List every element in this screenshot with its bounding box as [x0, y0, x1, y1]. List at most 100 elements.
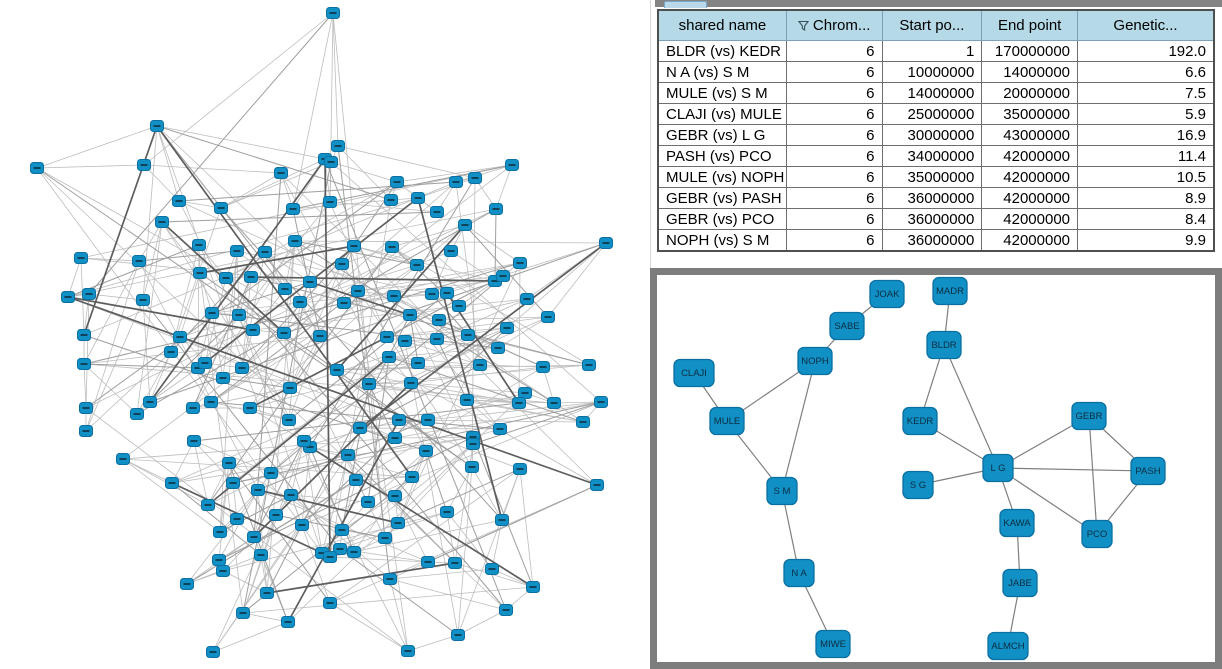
- network-node-almch[interactable]: ALMCH: [987, 631, 1029, 661]
- network-node-pco[interactable]: PCO: [1081, 519, 1113, 549]
- node-label-mark: [158, 221, 166, 223]
- table-cell[interactable]: 6: [785, 124, 883, 146]
- table-cell[interactable]: 30000000: [881, 124, 983, 146]
- network-edge[interactable]: [997, 467, 1149, 472]
- column-header-end-point[interactable]: End point: [981, 9, 1079, 41]
- table-row[interactable]: GEBR (vs) PASH 6 36000000 42000000 8.9: [657, 187, 1215, 209]
- detail-network-view[interactable]: JOAK MADR SABE BLDR NOPH CLAJI MULE KEDR GEBR L G…: [657, 275, 1215, 662]
- network-edge[interactable]: [1088, 415, 1098, 535]
- table-cell[interactable]: 6: [785, 166, 883, 188]
- table-row[interactable]: BLDR (vs) KEDR 6 1 170000000 192.0: [657, 40, 1215, 62]
- table-cell[interactable]: PASH (vs) PCO: [657, 145, 787, 167]
- edge-attribute-table[interactable]: shared name Chrom... Start po... End poi…: [657, 9, 1215, 252]
- table-cell[interactable]: GEBR (vs) L G: [657, 124, 787, 146]
- network-node-bldr[interactable]: BLDR: [926, 330, 962, 360]
- table-cell[interactable]: 8.4: [1077, 208, 1215, 230]
- table-row[interactable]: GEBR (vs) PCO 6 36000000 42000000 8.4: [657, 208, 1215, 230]
- network-node-mule[interactable]: MULE: [709, 406, 745, 436]
- table-cell[interactable]: 6: [785, 229, 883, 252]
- table-cell[interactable]: 10.5: [1077, 166, 1215, 188]
- table-cell[interactable]: 1: [881, 40, 983, 62]
- table-cell[interactable]: CLAJI (vs) MULE: [657, 103, 787, 125]
- column-header-genetic[interactable]: Genetic...: [1077, 9, 1215, 41]
- table-cell[interactable]: 42000000: [981, 166, 1079, 188]
- table-cell[interactable]: 16.9: [1077, 124, 1215, 146]
- table-cell[interactable]: 6: [785, 208, 883, 230]
- network-node-miwe[interactable]: MIWE: [815, 629, 851, 659]
- column-header-chromosome[interactable]: Chrom...: [785, 9, 883, 41]
- table-cell[interactable]: 36000000: [881, 229, 983, 252]
- table-cell[interactable]: 8.9: [1077, 187, 1215, 209]
- table-cell[interactable]: 14000000: [881, 82, 983, 104]
- table-row[interactable]: GEBR (vs) L G 6 30000000 43000000 16.9: [657, 124, 1215, 146]
- overview-network-panel[interactable]: [0, 0, 650, 669]
- network-node-jabe[interactable]: JABE: [1002, 568, 1038, 598]
- table-cell[interactable]: 14000000: [981, 61, 1079, 83]
- table-cell[interactable]: 6: [785, 82, 883, 104]
- network-node-s-g[interactable]: S G: [902, 470, 934, 500]
- table-row[interactable]: CLAJI (vs) MULE 6 25000000 35000000 5.9: [657, 103, 1215, 125]
- table-row[interactable]: N A (vs) S M 6 10000000 14000000 6.6: [657, 61, 1215, 83]
- column-header-start-position[interactable]: Start po...: [881, 9, 983, 41]
- column-header-shared-name[interactable]: shared name: [657, 9, 787, 41]
- table-cell[interactable]: 6: [785, 61, 883, 83]
- network-node-l-g[interactable]: L G: [982, 453, 1014, 483]
- table-cell[interactable]: 36000000: [881, 208, 983, 230]
- table-cell[interactable]: 43000000: [981, 124, 1079, 146]
- network-node-sabe[interactable]: SABE: [829, 311, 865, 341]
- table-cell[interactable]: 6.6: [1077, 61, 1215, 83]
- table-cell[interactable]: NOPH (vs) S M: [657, 229, 787, 252]
- table-cell[interactable]: GEBR (vs) PCO: [657, 208, 787, 230]
- table-cell[interactable]: 7.5: [1077, 82, 1215, 104]
- table-cell[interactable]: 35000000: [981, 103, 1079, 125]
- network-node-claji[interactable]: CLAJI: [673, 358, 715, 388]
- table-cell[interactable]: 36000000: [881, 187, 983, 209]
- table-cell[interactable]: MULE (vs) NOPH: [657, 166, 787, 188]
- network-node-s-m[interactable]: S M: [766, 476, 798, 506]
- table-cell[interactable]: 5.9: [1077, 103, 1215, 125]
- table-row[interactable]: NOPH (vs) S M 6 36000000 42000000 9.9: [657, 229, 1215, 252]
- network-edge[interactable]: [943, 344, 999, 469]
- network-node-madr[interactable]: MADR: [932, 276, 968, 306]
- table-row[interactable]: MULE (vs) S M 6 14000000 20000000 7.5: [657, 82, 1215, 104]
- table-cell[interactable]: 34000000: [881, 145, 983, 167]
- table-cell[interactable]: 20000000: [981, 82, 1079, 104]
- filter-funnel-icon[interactable]: [797, 18, 809, 35]
- table-cell[interactable]: 42000000: [981, 145, 1079, 167]
- table-cell[interactable]: 6: [785, 145, 883, 167]
- table-cell[interactable]: 6: [785, 187, 883, 209]
- table-cell[interactable]: 170000000: [981, 40, 1079, 62]
- table-cell[interactable]: 6: [785, 40, 883, 62]
- network-node-gebr[interactable]: GEBR: [1071, 401, 1107, 431]
- table-cell[interactable]: 42000000: [981, 187, 1079, 209]
- overview-network-canvas[interactable]: [0, 0, 650, 669]
- network-node-kedr[interactable]: KEDR: [902, 406, 938, 436]
- table-cell[interactable]: 9.9: [1077, 229, 1215, 252]
- network-edge: [242, 612, 289, 623]
- table-cell[interactable]: MULE (vs) S M: [657, 82, 787, 104]
- table-cell[interactable]: N A (vs) S M: [657, 61, 787, 83]
- table-cell[interactable]: BLDR (vs) KEDR: [657, 40, 787, 62]
- table-cell[interactable]: 35000000: [881, 166, 983, 188]
- table-row[interactable]: PASH (vs) PCO 6 34000000 42000000 11.4: [657, 145, 1215, 167]
- network-node-n-a[interactable]: N A: [783, 558, 815, 588]
- table-cell[interactable]: 11.4: [1077, 145, 1215, 167]
- table-cell[interactable]: 42000000: [981, 229, 1079, 252]
- table-cell[interactable]: 6: [785, 103, 883, 125]
- table-cell[interactable]: 42000000: [981, 208, 1079, 230]
- table-row[interactable]: MULE (vs) NOPH 6 35000000 42000000 10.5: [657, 166, 1215, 188]
- table-tab[interactable]: [664, 1, 707, 8]
- table-cell[interactable]: 25000000: [881, 103, 983, 125]
- detail-network-canvas[interactable]: JOAK MADR SABE BLDR NOPH CLAJI MULE KEDR GEBR L G…: [657, 275, 1215, 662]
- table-cell[interactable]: 10000000: [881, 61, 983, 83]
- table-cell[interactable]: GEBR (vs) PASH: [657, 187, 787, 209]
- network-node-kawa[interactable]: KAWA: [999, 508, 1035, 538]
- network-edge[interactable]: [997, 467, 1098, 535]
- network-node-noph[interactable]: NOPH: [797, 346, 833, 376]
- network-edge: [397, 468, 521, 524]
- network-edge[interactable]: [781, 360, 816, 492]
- network-edge: [36, 125, 158, 169]
- network-node-joak[interactable]: JOAK: [869, 279, 905, 309]
- network-node-pash[interactable]: PASH: [1130, 456, 1166, 486]
- table-cell[interactable]: 192.0: [1077, 40, 1215, 62]
